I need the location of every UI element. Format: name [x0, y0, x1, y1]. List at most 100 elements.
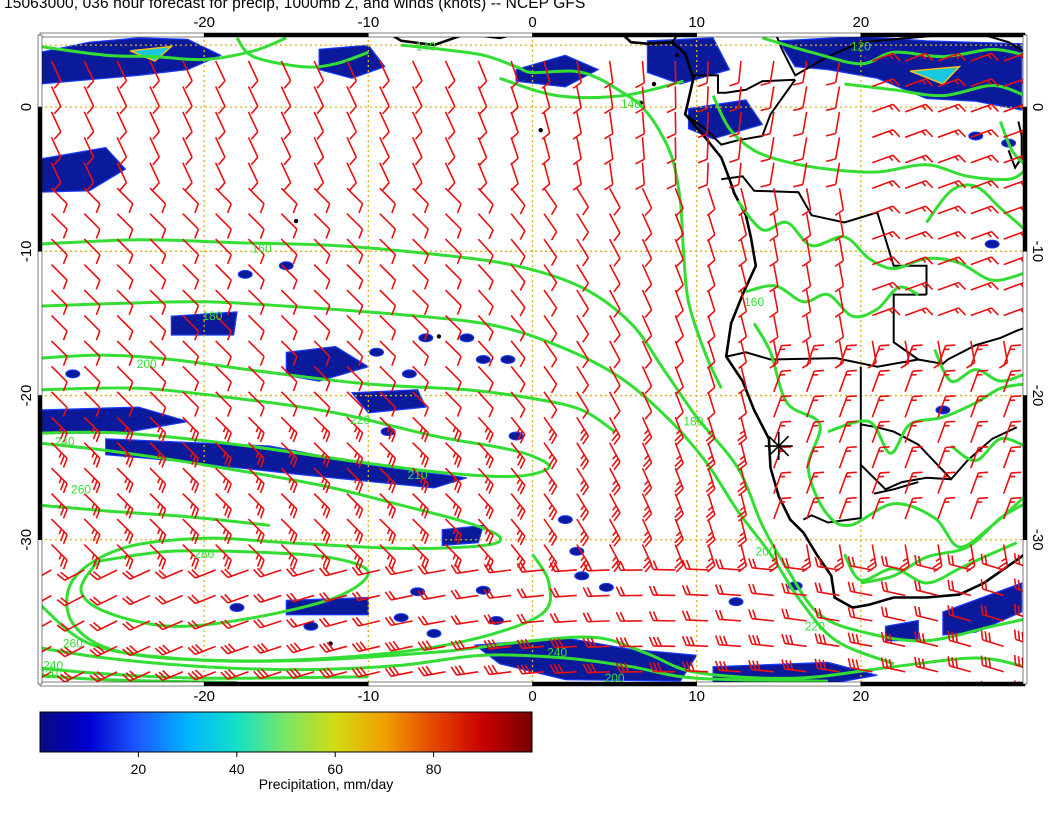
precip-cell	[65, 369, 81, 379]
wind-barb	[608, 187, 621, 216]
wind-barb	[871, 344, 890, 367]
wind-barb	[247, 340, 265, 366]
wind-barb	[83, 416, 101, 443]
wind-barb	[541, 60, 551, 90]
wind-barb	[510, 365, 526, 393]
wind-barb	[608, 365, 621, 395]
lon-tick-label-top: 20	[852, 14, 869, 31]
wind-barb	[346, 264, 364, 290]
wind-barb	[379, 213, 397, 239]
wind-barb	[379, 442, 397, 468]
wind-barb	[681, 610, 709, 622]
wind-barb	[871, 420, 890, 443]
wind-barb	[50, 543, 68, 570]
wind-barb	[254, 694, 282, 704]
wind-barb	[313, 136, 325, 166]
wind-barb	[477, 86, 488, 115]
wind-barb	[280, 238, 298, 265]
wind-barb	[318, 617, 348, 628]
wind-barb	[549, 613, 577, 624]
wind-barb	[50, 340, 68, 366]
wind-barb	[155, 696, 182, 706]
wind-barb	[149, 162, 161, 191]
wind-barb	[253, 618, 282, 629]
wind-barb	[681, 584, 709, 597]
wind-barb	[970, 154, 999, 164]
wind-barb	[738, 188, 748, 217]
precip-cell	[459, 333, 475, 343]
wind-barb	[247, 493, 265, 519]
wind-barb	[50, 416, 68, 443]
wind-barb	[576, 340, 590, 369]
wind-barb	[154, 669, 184, 682]
wind-barb	[346, 365, 364, 392]
wind-barb	[89, 594, 118, 606]
wind-barb	[444, 416, 462, 443]
wind-barb	[904, 205, 934, 215]
wind-barb	[346, 86, 358, 115]
wind-barb	[749, 686, 774, 698]
wind-barb	[412, 467, 429, 494]
contour-label: 260	[63, 637, 83, 651]
wind-barb	[616, 688, 642, 697]
wind-barb	[313, 60, 325, 89]
wind-barb	[937, 420, 956, 443]
wind-barb	[805, 496, 825, 520]
wind-barb	[516, 588, 545, 599]
wind-barb	[215, 264, 232, 290]
height-contour	[40, 300, 895, 666]
wind-barb	[247, 213, 265, 239]
wind-barb	[1013, 553, 1025, 567]
wind-barb	[57, 697, 84, 707]
wind-barb	[834, 289, 845, 318]
wind-barb	[582, 663, 610, 674]
wind-barb	[313, 416, 331, 443]
wind-barb	[379, 264, 397, 290]
height-contour	[761, 36, 1025, 66]
wind-barb	[280, 340, 298, 366]
wind-barb	[641, 315, 653, 344]
wind-barb	[56, 620, 85, 632]
wind-barb	[666, 137, 677, 165]
wind-barb	[543, 187, 558, 216]
contour-label: 240	[43, 658, 63, 672]
wind-barb	[280, 264, 298, 290]
wind-barb	[510, 493, 526, 520]
wind-barb	[116, 213, 134, 239]
wind-barb	[50, 136, 62, 166]
wind-barb	[641, 442, 653, 471]
wind-barb	[220, 619, 249, 630]
wind-barb	[247, 391, 265, 417]
wind-barb	[641, 416, 653, 446]
wind-barb	[576, 391, 590, 420]
wind-barb	[937, 496, 956, 520]
wind-barb	[641, 467, 653, 497]
country-border	[725, 351, 919, 368]
wind-barb	[116, 264, 134, 290]
wind-barb	[541, 137, 551, 166]
wind-barb	[932, 544, 943, 573]
wind-barb	[313, 493, 331, 519]
contour-label: 140	[416, 40, 436, 54]
wind-barb	[286, 642, 315, 654]
wind-barb	[805, 395, 825, 418]
wind-barb	[970, 230, 999, 240]
wind-barb	[379, 416, 397, 443]
wind-barb	[253, 593, 282, 604]
wind-barb	[318, 591, 348, 602]
colorbar-title: Precipitation, mm/day	[259, 776, 394, 792]
wind-barb	[576, 213, 590, 241]
wind-barb	[149, 238, 167, 265]
wind-barb	[83, 213, 101, 239]
wind-barb	[608, 518, 621, 547]
contour-label: 210	[408, 468, 428, 482]
wind-barb	[1036, 472, 1053, 493]
wind-barb	[149, 543, 167, 570]
wind-barb	[182, 416, 200, 443]
wind-barb	[346, 416, 364, 443]
wind-barb	[182, 136, 193, 166]
wind-barb	[603, 137, 614, 165]
wind-barb	[937, 256, 967, 266]
wind-barb	[182, 467, 200, 494]
wind-barb	[937, 307, 967, 317]
